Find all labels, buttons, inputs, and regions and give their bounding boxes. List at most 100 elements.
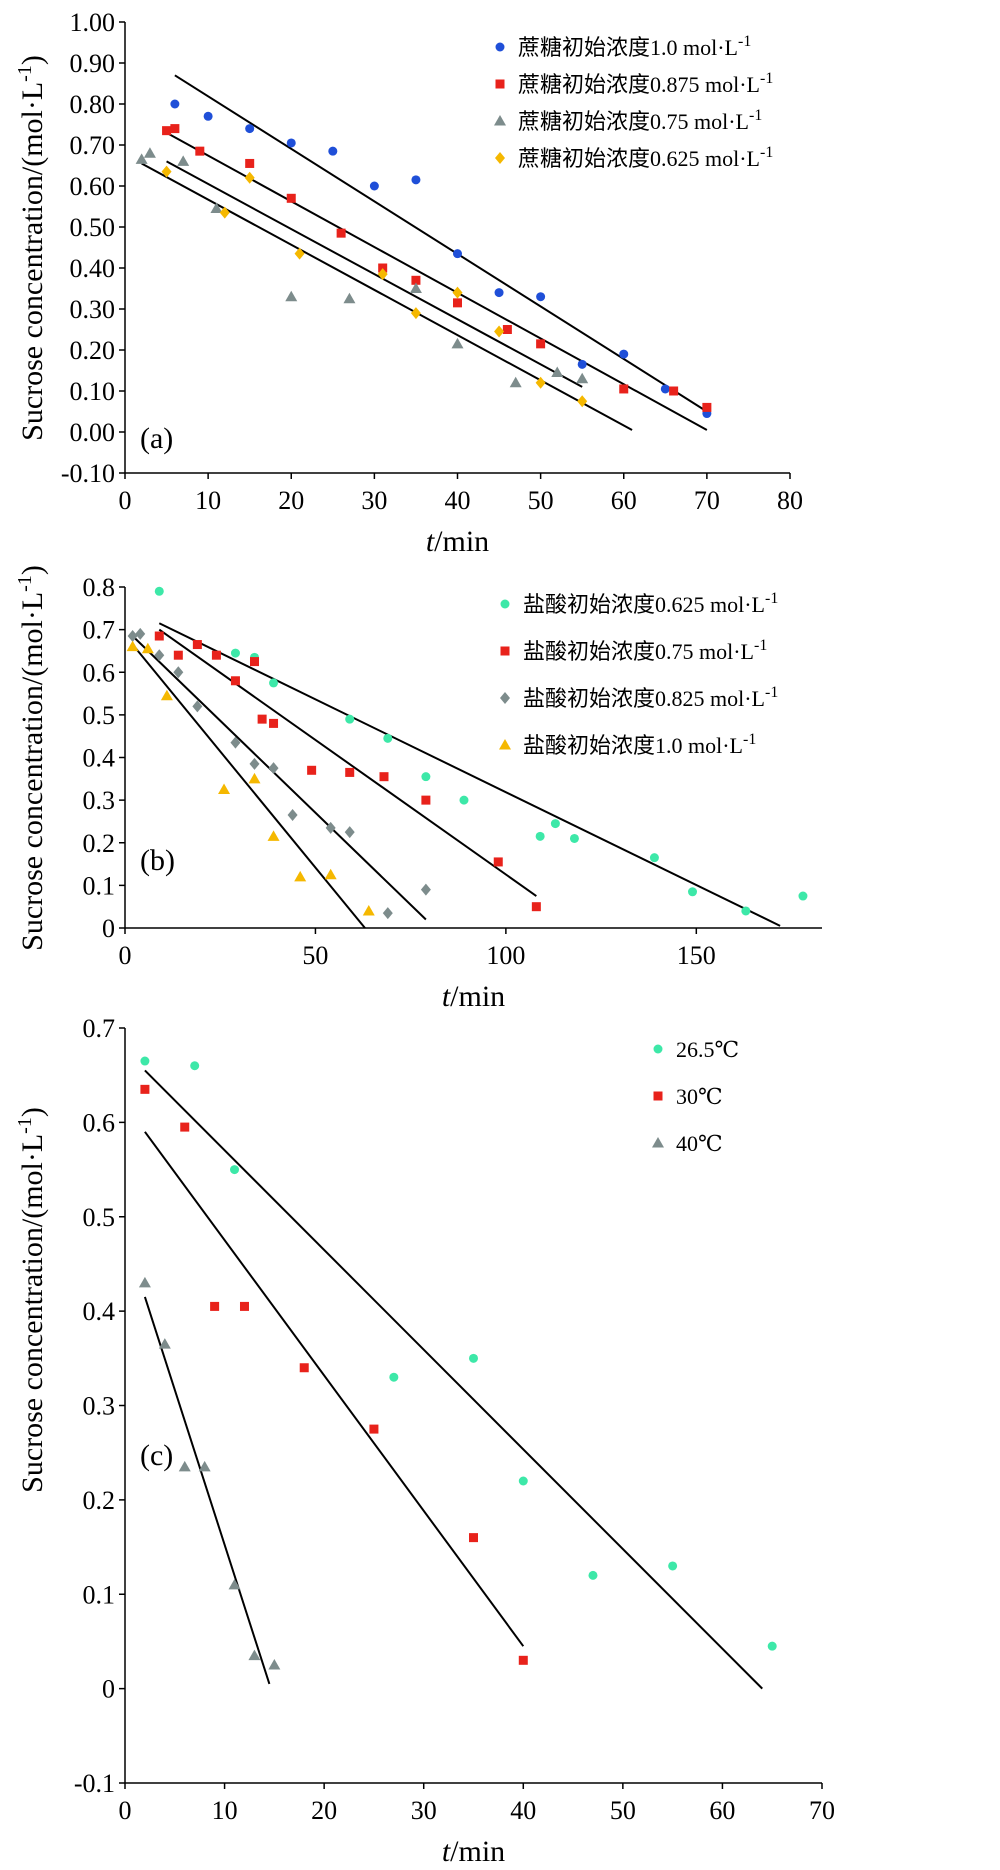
data-point-series-4 [294, 247, 305, 260]
y-tick-label: 0.1 [83, 871, 116, 900]
data-point-series-2 [411, 275, 421, 285]
data-point-series-2 [154, 631, 164, 641]
y-tick-label: 0.90 [70, 49, 116, 78]
data-point-series-3 [268, 762, 279, 775]
data-point-series-2 [493, 857, 503, 867]
legend-label-series-4: 盐酸初始浓度1.0 mol·L-1 [523, 731, 756, 758]
data-point-series-1 [245, 124, 255, 134]
data-point-series-1 [569, 833, 579, 843]
legend-marker-series-3 [494, 115, 506, 126]
data-point-series-2 [211, 650, 221, 660]
data-point-series-3 [154, 649, 165, 662]
fit-line-series-2 [166, 131, 708, 431]
data-point-series-3 [551, 366, 564, 378]
panel-label: (c) [140, 1439, 173, 1472]
data-point-series-2 [180, 1122, 190, 1132]
legend-marker-series-1 [653, 1044, 663, 1054]
x-tick-label: 70 [809, 1796, 835, 1825]
data-point-series-2 [239, 1301, 249, 1311]
legend-marker-series-2 [495, 79, 505, 89]
data-point-series-1 [649, 853, 659, 863]
x-axis-label: t/min [442, 1835, 505, 1868]
y-tick-label: 0.8 [83, 573, 116, 602]
data-point-series-2 [702, 402, 712, 412]
legend-label-series-3: 盐酸初始浓度0.825 mol·L-1 [523, 684, 778, 711]
y-tick-label: 0.3 [83, 1392, 116, 1421]
data-point-series-3 [285, 290, 298, 302]
data-point-series-4 [294, 870, 307, 882]
data-point-series-1 [203, 111, 213, 121]
data-point-series-3 [173, 666, 184, 679]
x-tick-label: 150 [677, 941, 716, 970]
y-axis-label: Sucrose concentration/(mol·L-1) [14, 565, 49, 951]
legend-label-series-1: 蔗糖初始浓度1.0 mol·L-1 [518, 33, 751, 60]
data-point-series-1 [668, 1561, 678, 1571]
data-point-series-2 [669, 386, 679, 396]
data-point-series-3 [127, 630, 138, 643]
legend-label-series-4: 蔗糖初始浓度0.625 mol·L-1 [518, 144, 773, 171]
data-point-series-2 [307, 765, 317, 775]
x-tick-label: 0 [119, 1796, 132, 1825]
legend-label-series-3: 40℃ [676, 1131, 723, 1156]
fit-line-series-2 [158, 628, 537, 897]
y-tick-label: 0.30 [70, 295, 116, 324]
data-point-series-4 [218, 783, 231, 794]
legend-label-series-3: 蔗糖初始浓度0.75 mol·L-1 [518, 107, 762, 134]
x-tick-label: 70 [694, 486, 720, 515]
data-point-series-1 [660, 384, 670, 394]
data-point-series-3 [138, 1276, 151, 1288]
data-point-series-3 [344, 826, 355, 839]
legend-label-series-2: 蔗糖初始浓度0.875 mol·L-1 [518, 70, 773, 97]
data-point-series-2 [195, 146, 205, 156]
x-tick-label: 10 [212, 1796, 238, 1825]
data-point-series-2 [536, 339, 546, 349]
data-point-series-2 [336, 228, 346, 238]
data-point-series-3 [230, 736, 241, 749]
data-point-series-1 [411, 175, 421, 185]
data-point-series-4 [452, 286, 463, 299]
data-point-series-3 [382, 907, 393, 920]
data-point-series-4 [377, 268, 388, 281]
x-tick-label: 60 [709, 1796, 735, 1825]
fit-line-series-1 [144, 1069, 763, 1690]
data-point-series-2 [379, 772, 389, 782]
data-point-series-2 [502, 325, 512, 334]
data-point-series-4 [219, 206, 230, 219]
data-point-series-1 [459, 795, 469, 805]
x-tick-label: 10 [195, 486, 221, 515]
x-tick-label: 40 [510, 1796, 536, 1825]
data-point-series-1 [550, 819, 560, 829]
data-point-series-1 [767, 1641, 777, 1651]
y-tick-label: 0.3 [83, 786, 116, 815]
data-point-series-3 [192, 700, 203, 713]
chart-panel-a: -0.10 0.00 0.10 0.20 0.30 0.40 0.50 0.60 0.70 0.8… [14, 8, 803, 558]
data-point-series-3 [576, 372, 589, 384]
data-point-series-2 [531, 902, 541, 912]
data-point-series-2 [378, 263, 388, 273]
y-tick-label: 0.5 [83, 1203, 116, 1232]
data-point-series-1 [577, 359, 587, 369]
data-point-series-4 [161, 165, 172, 178]
data-point-series-3 [343, 292, 356, 304]
x-axis-label: t/min [426, 525, 489, 558]
y-tick-label: 0.1 [83, 1580, 116, 1609]
fit-line-series-1 [158, 622, 781, 927]
legend-marker-series-1 [495, 42, 505, 52]
data-point-series-4 [535, 376, 546, 389]
data-point-series-1 [535, 831, 545, 841]
data-point-series-3 [268, 1659, 281, 1670]
y-tick-label: 0.2 [83, 1486, 116, 1515]
data-point-series-1 [230, 1165, 240, 1175]
data-point-series-2 [210, 1301, 220, 1311]
data-point-series-3 [248, 1649, 261, 1661]
data-point-series-4 [160, 689, 173, 701]
data-point-series-2 [286, 193, 296, 203]
y-tick-label: 0.6 [83, 658, 116, 687]
y-tick-label: -0.1 [74, 1769, 115, 1798]
data-point-series-3 [178, 1460, 191, 1472]
data-point-series-3 [135, 153, 148, 164]
data-point-series-2 [249, 657, 259, 667]
data-point-series-1 [345, 714, 355, 724]
data-point-series-3 [420, 883, 431, 896]
data-point-series-2 [245, 158, 255, 168]
